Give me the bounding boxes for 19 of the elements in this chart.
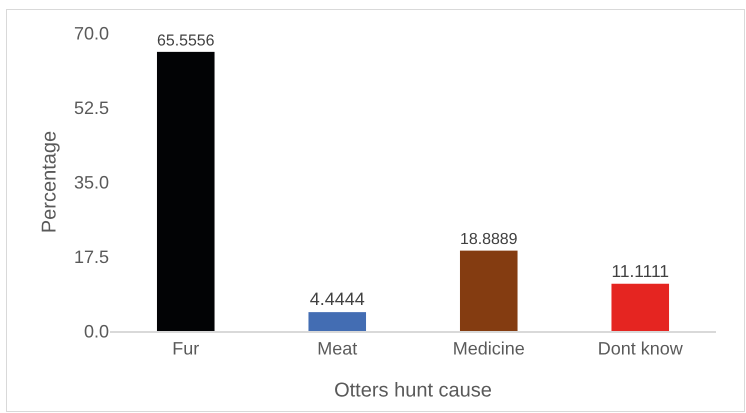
y-tick-label: 0.0 bbox=[84, 321, 109, 342]
bar bbox=[156, 52, 215, 331]
data-label: 11.1111 bbox=[612, 260, 670, 281]
data-label: 18.8889 bbox=[460, 231, 518, 248]
bar bbox=[308, 312, 366, 331]
y-tick-label: 35.0 bbox=[74, 172, 109, 192]
bar bbox=[611, 284, 670, 331]
x-axis-title: Otters hunt cause bbox=[334, 380, 492, 402]
x-tick-label: Medicine bbox=[452, 338, 525, 359]
data-label: 65.5556 bbox=[157, 32, 215, 50]
x-tick-label: Fur bbox=[172, 338, 200, 359]
x-tick-label: Dont know bbox=[598, 338, 684, 359]
y-axis-title: Percentage bbox=[38, 130, 60, 234]
bar bbox=[460, 250, 518, 331]
x-tick-label: Meat bbox=[317, 338, 358, 359]
data-label: 4.4444 bbox=[310, 289, 365, 310]
y-tick-label: 17.5 bbox=[74, 246, 109, 267]
y-tick-label: 52.5 bbox=[74, 98, 109, 118]
y-tick-label: 70.0 bbox=[74, 23, 109, 44]
